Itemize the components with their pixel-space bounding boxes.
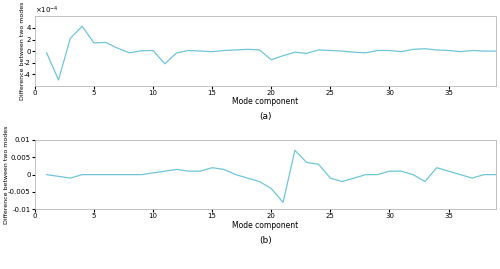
- Text: $\times10^{-4}$: $\times10^{-4}$: [35, 4, 58, 16]
- Text: (a): (a): [259, 112, 272, 121]
- X-axis label: Mode component: Mode component: [232, 97, 298, 106]
- Y-axis label: Difference between two modes: Difference between two modes: [4, 125, 9, 224]
- Y-axis label: Difference between two modes: Difference between two modes: [20, 2, 25, 100]
- Text: (b): (b): [259, 236, 272, 245]
- X-axis label: Mode component: Mode component: [232, 221, 298, 230]
